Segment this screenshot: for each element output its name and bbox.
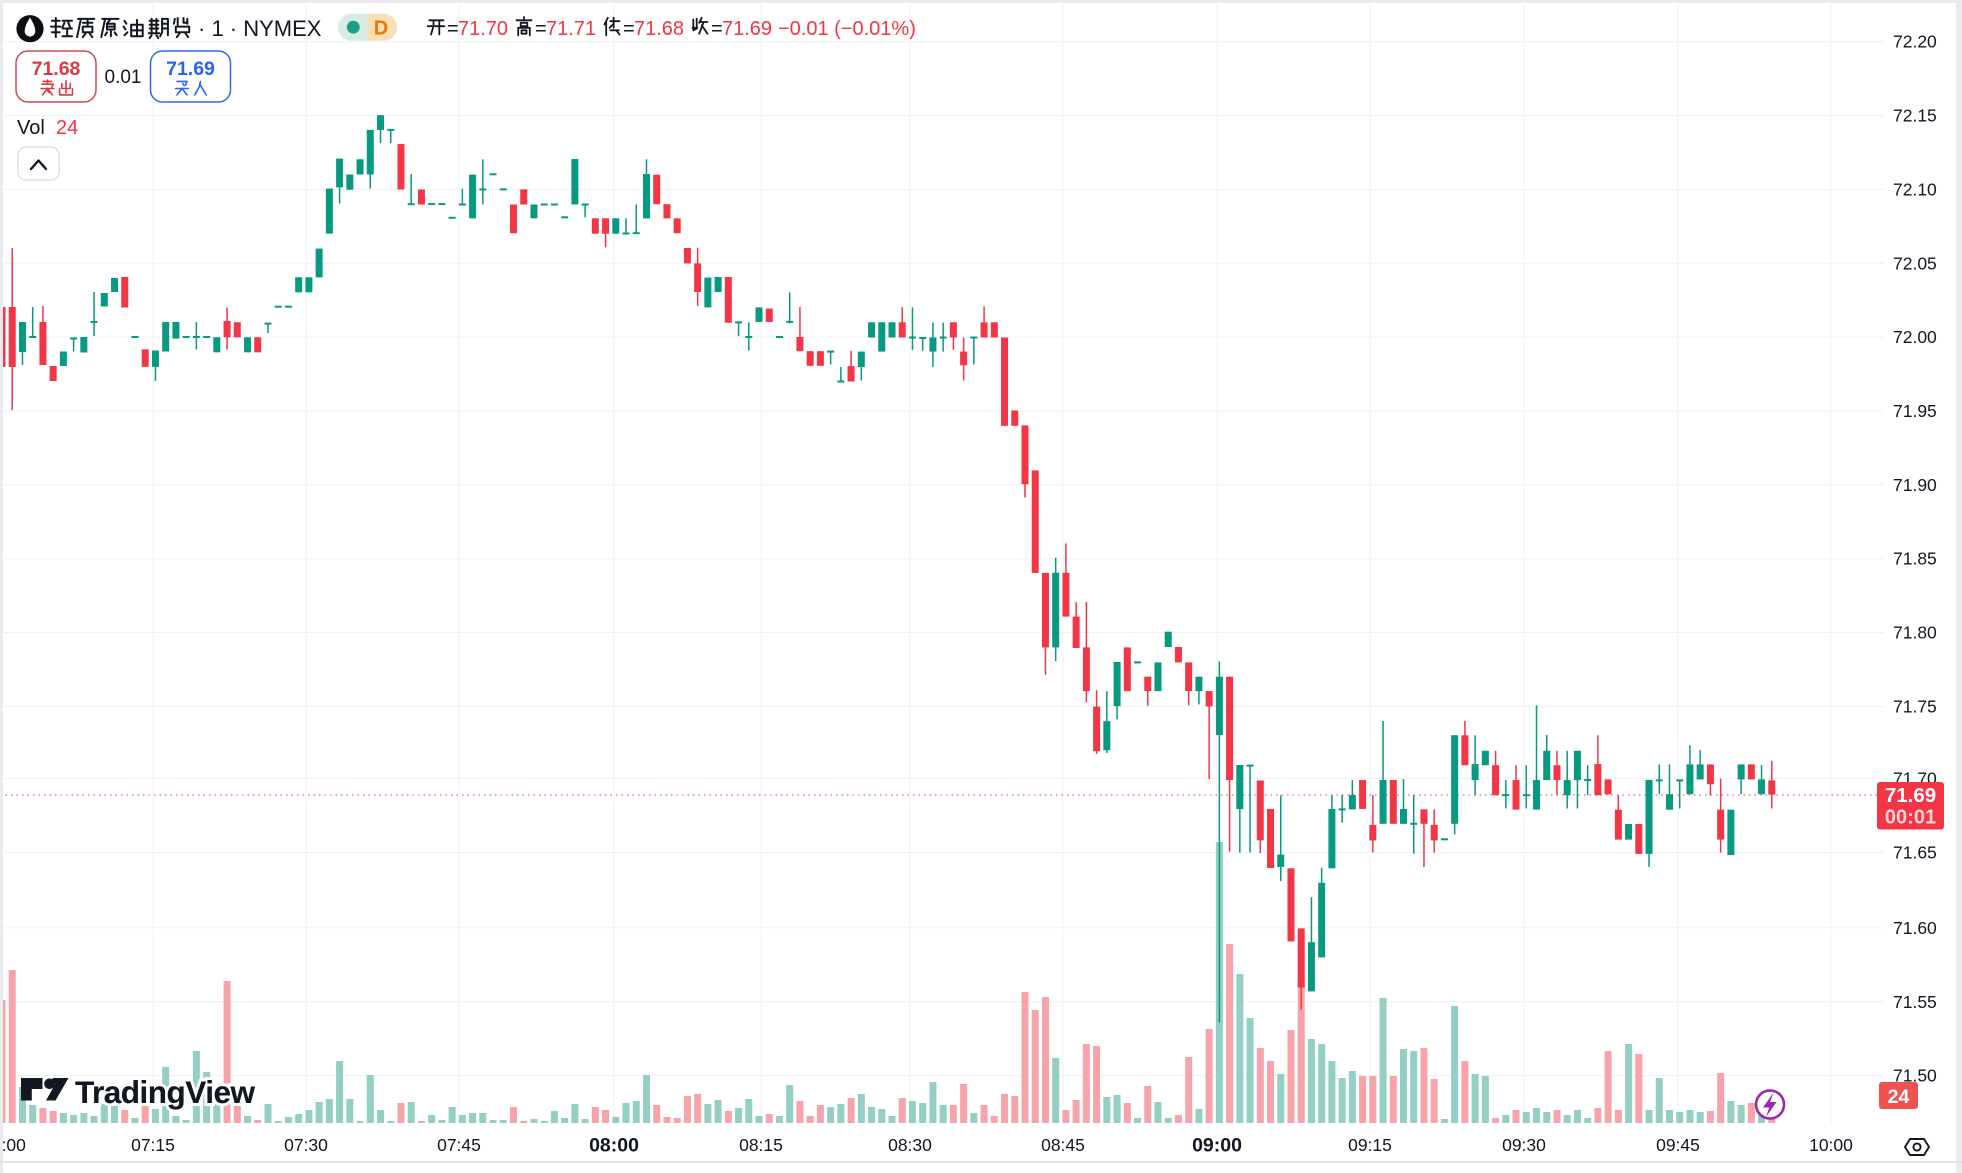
svg-text:00:01: 00:01 <box>1885 807 1936 829</box>
svg-text:72.05: 72.05 <box>1893 253 1937 273</box>
svg-text:=: = <box>447 18 459 40</box>
svg-text:71.55: 71.55 <box>1893 992 1937 1012</box>
svg-text:07:45: 07:45 <box>437 1135 481 1155</box>
svg-text:08:15: 08:15 <box>739 1135 783 1155</box>
svg-text:10:00: 10:00 <box>1809 1135 1853 1155</box>
svg-text:08:45: 08:45 <box>1041 1135 1085 1155</box>
svg-text:71.69: 71.69 <box>722 18 772 40</box>
svg-text:TradingView: TradingView <box>75 1074 255 1110</box>
svg-text:71.69: 71.69 <box>166 58 215 80</box>
svg-text:0.01: 0.01 <box>105 67 142 88</box>
svg-text:71.90: 71.90 <box>1893 475 1937 495</box>
svg-text:72.15: 72.15 <box>1893 106 1937 126</box>
svg-text:72.20: 72.20 <box>1893 32 1937 52</box>
svg-text:07:00: 07:00 <box>0 1135 26 1155</box>
svg-text:24: 24 <box>56 117 78 139</box>
svg-text:71.71: 71.71 <box>546 18 596 40</box>
svg-text:09:30: 09:30 <box>1502 1135 1546 1155</box>
svg-text:71.95: 71.95 <box>1893 401 1937 421</box>
svg-text:D: D <box>374 18 388 40</box>
svg-text:08:30: 08:30 <box>888 1135 932 1155</box>
svg-text:71.69: 71.69 <box>1885 784 1936 807</box>
svg-text:71.65: 71.65 <box>1893 843 1937 863</box>
svg-text:72.00: 72.00 <box>1893 327 1937 347</box>
svg-text:71.50: 71.50 <box>1893 1066 1937 1086</box>
svg-text:07:30: 07:30 <box>284 1135 328 1155</box>
svg-text:Vol: Vol <box>17 117 45 139</box>
svg-text:71.75: 71.75 <box>1893 696 1937 716</box>
svg-text:−0.01 (−0.01%): −0.01 (−0.01%) <box>778 18 916 40</box>
svg-text:07:15: 07:15 <box>131 1135 175 1155</box>
svg-text:72.10: 72.10 <box>1893 179 1937 199</box>
svg-text:24: 24 <box>1888 1086 1910 1108</box>
svg-text:· 1 · NYMEX: · 1 · NYMEX <box>198 16 322 41</box>
svg-text:71.60: 71.60 <box>1893 918 1937 938</box>
svg-text:71.80: 71.80 <box>1893 623 1937 643</box>
svg-text:=: = <box>623 18 635 40</box>
svg-text:71.85: 71.85 <box>1893 549 1937 569</box>
svg-text:09:45: 09:45 <box>1656 1135 1700 1155</box>
svg-text:71.70: 71.70 <box>458 18 508 40</box>
svg-text:=: = <box>535 18 547 40</box>
svg-text:71.68: 71.68 <box>32 58 81 80</box>
svg-text:TradingView: TradingView <box>75 1074 255 1110</box>
svg-text:71.68: 71.68 <box>634 18 684 40</box>
svg-text:09:00: 09:00 <box>1192 1135 1242 1157</box>
svg-text:08:00: 08:00 <box>589 1135 639 1157</box>
svg-text:09:15: 09:15 <box>1348 1135 1392 1155</box>
svg-text:=: = <box>711 18 723 40</box>
